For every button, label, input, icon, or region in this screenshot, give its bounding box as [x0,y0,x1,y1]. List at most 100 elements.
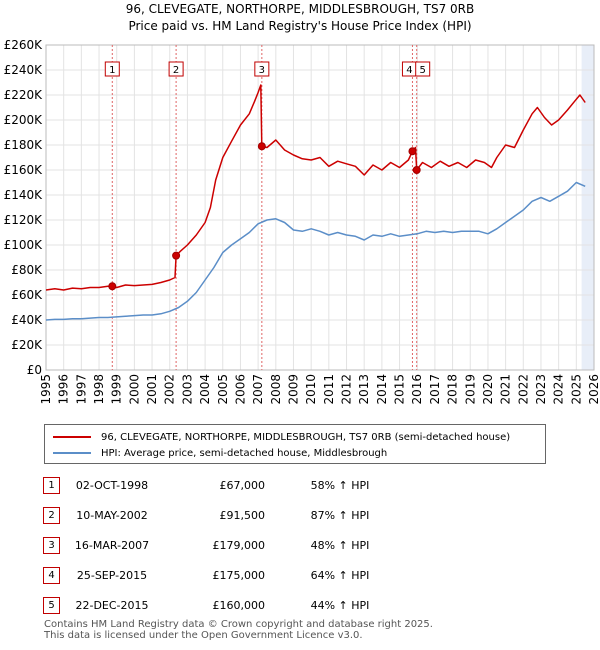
x-tick-label: 2011 [322,374,336,405]
x-tick-label: 2000 [127,374,141,405]
y-tick-label: £240K [4,63,44,77]
y-tick-label: £220K [4,88,44,102]
sale-hpi-change: 48% ↑ HPI [310,539,370,552]
sale-date: 22-DEC-2015 [75,599,149,612]
y-tick-label: £260K [4,38,44,52]
sale-number-label: 5 [420,65,426,76]
x-tick-label: 2019 [463,374,477,405]
x-tick-label: 2013 [357,374,371,405]
sale-date: 16-MAR-2007 [74,539,150,552]
x-tick-label: 2007 [251,374,265,405]
x-tick-label: 2022 [516,374,530,405]
sale-point [412,166,421,174]
x-tick-label: 1995 [39,374,53,405]
sale-row: 2 10-MAY-2002 £91,500 87% ↑ HPI [0,507,600,527]
legend-item-property: 96, CLEVEGATE, NORTHORPE, MIDDLESBROUGH,… [53,430,510,444]
sale-point [257,142,266,151]
y-tick-label: £140K [4,188,44,202]
chart-title-line1: 96, CLEVEGATE, NORTHORPE, MIDDLESBROUGH,… [126,2,475,16]
y-tick-label: £180K [4,138,44,152]
sale-hpi-change: 44% ↑ HPI [310,599,370,612]
y-tick-label: £160K [4,163,44,177]
x-tick-label: 2020 [481,374,495,405]
y-tick-label: £20K [11,338,43,352]
sale-number-label: 3 [259,65,265,76]
sale-point [108,282,117,291]
attribution-footer: Contains HM Land Registry data © Crown c… [44,619,433,641]
y-tick-label: £60K [11,288,43,302]
sale-row: 4 25-SEP-2015 £175,000 64% ↑ HPI [0,567,600,587]
sale-number-box [104,61,120,77]
sale-price: £160,000 [212,599,266,612]
attribution-line-2: This data is licensed under the Open Gov… [44,630,363,641]
x-tick-label: 2006 [233,374,247,405]
y-tick-label: £200K [4,113,44,127]
chart-legend: 96, CLEVEGATE, NORTHORPE, MIDDLESBROUGH,… [44,424,546,464]
x-tick-label: 1997 [74,374,88,405]
y-tick-label: £40K [11,313,43,327]
x-tick-label: 2002 [163,374,177,405]
x-tick-label: 2005 [216,374,230,405]
sale-number-badge: 1 [43,477,60,494]
x-tick-label: 2008 [269,374,283,405]
sale-price: £179,000 [212,539,266,552]
sale-date: 10-MAY-2002 [76,509,148,522]
x-tick-label: 2021 [499,374,513,405]
legend-swatch-hpi [53,452,91,454]
sale-number-label: 1 [109,65,115,76]
y-tick-label: £120K [4,213,44,227]
sale-row: 1 02-OCT-1998 £67,000 58% ↑ HPI [0,477,600,497]
sale-hpi-change: 87% ↑ HPI [310,509,370,522]
x-tick-label: 2026 [587,374,600,405]
x-tick-label: 2010 [304,374,318,405]
sale-price: £91,500 [219,509,266,522]
price-chart: 96, CLEVEGATE, NORTHORPE, MIDDLESBROUGH,… [4,2,600,405]
x-tick-label: 2003 [180,374,194,405]
property-price-line [45,84,586,291]
sale-number-label: 2 [173,65,179,76]
legend-label-hpi: HPI: Average price, semi-detached house,… [101,447,388,459]
sale-number-badge: 2 [43,507,60,524]
hpi-line [45,181,586,321]
x-tick-label: 2016 [410,374,424,405]
y-tick-label: £100K [4,238,44,252]
sale-number-box [415,61,431,77]
sale-number-badge: 3 [43,537,60,554]
sale-number-badge: 4 [43,567,60,584]
x-tick-label: 1999 [110,374,124,405]
x-tick-label: 2025 [569,374,583,405]
plot-frame [45,44,595,371]
sale-hpi-change: 64% ↑ HPI [310,569,370,582]
x-tick-label: 2023 [534,374,548,405]
x-tick-label: 2009 [286,374,300,405]
y-tick-label: £0 [27,363,42,377]
sale-number-badge: 5 [43,597,60,614]
sale-number-box [254,61,270,77]
x-tick-label: 2004 [198,374,212,405]
x-tick-label: 2018 [446,374,460,405]
x-tick-label: 2012 [340,374,354,405]
x-tick-label: 2015 [393,374,407,405]
x-tick-label: 2014 [375,374,389,405]
sale-price: £175,000 [212,569,266,582]
legend-item-hpi: HPI: Average price, semi-detached house,… [53,446,387,460]
chart-title-line2: Price paid vs. HM Land Registry's House … [128,19,471,33]
sale-point [172,251,181,260]
sale-point [408,147,417,156]
attribution-line-1: Contains HM Land Registry data © Crown c… [44,619,433,630]
sale-number-label: 4 [406,65,412,76]
forecast-shade [581,45,594,370]
x-tick-label: 1998 [92,374,106,405]
sale-date: 02-OCT-1998 [75,479,149,492]
sale-hpi-change: 58% ↑ HPI [310,479,370,492]
y-tick-label: £80K [11,263,43,277]
sale-row: 3 16-MAR-2007 £179,000 48% ↑ HPI [0,537,600,557]
sale-price: £67,000 [219,479,266,492]
legend-swatch-property [53,436,91,438]
sale-row: 5 22-DEC-2015 £160,000 44% ↑ HPI [0,597,600,617]
x-tick-label: 1996 [57,374,71,405]
x-tick-label: 2024 [552,374,566,405]
sale-date: 25-SEP-2015 [76,569,148,582]
x-tick-label: 2017 [428,374,442,405]
sale-number-box [168,61,184,77]
